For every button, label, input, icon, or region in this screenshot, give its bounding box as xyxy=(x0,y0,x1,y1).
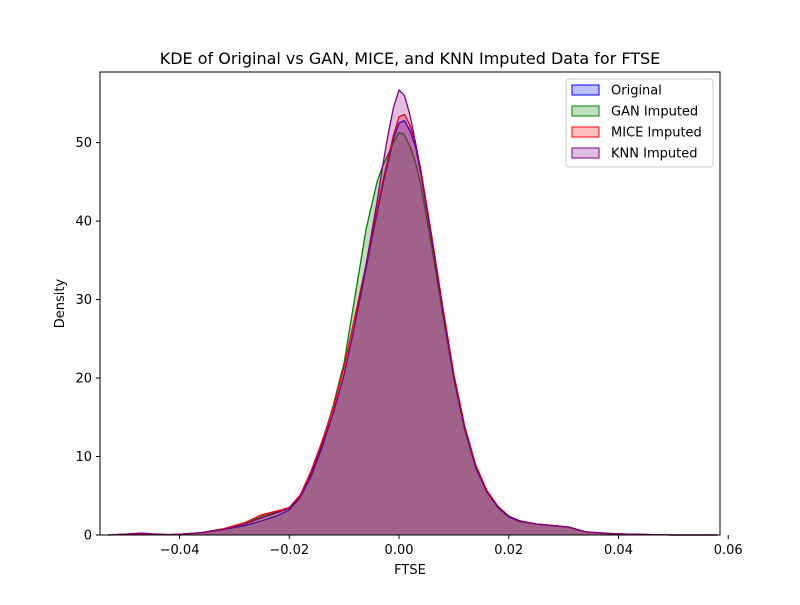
x-tick-label: −0.02 xyxy=(269,543,309,558)
y-tick-label: 0 xyxy=(84,529,92,544)
legend-swatch xyxy=(571,84,600,96)
plot-frame xyxy=(99,71,721,536)
x-tick-label: 0.06 xyxy=(714,543,743,558)
y-tick-label: 50 xyxy=(75,136,92,151)
legend-label: Original xyxy=(611,84,662,99)
series-area-original xyxy=(108,120,718,536)
legend: Original GAN Imputed MICE Imputed KNN Imput… xyxy=(565,78,714,168)
legend-label: MICE Imputed xyxy=(611,126,702,141)
series-area-knn-imputed xyxy=(108,90,718,536)
legend-item: Original xyxy=(571,84,662,99)
x-tick-label: −0.04 xyxy=(160,543,200,558)
series-layer xyxy=(108,89,718,536)
x-axis-label: FTSE xyxy=(394,563,426,578)
x-tick-label: 0.04 xyxy=(604,543,633,558)
legend-label: GAN Imputed xyxy=(611,105,698,120)
series-area-mice-imputed xyxy=(108,114,718,535)
y-tick-label: 20 xyxy=(75,372,92,387)
legend-item: MICE Imputed xyxy=(571,126,702,141)
legend-swatch xyxy=(571,126,600,138)
legend-item: GAN Imputed xyxy=(571,105,698,120)
y-tick-label: 40 xyxy=(75,215,92,230)
legend-swatch xyxy=(571,105,600,117)
legend-swatch xyxy=(571,147,600,159)
y-tick-label: 30 xyxy=(75,293,92,308)
chart-title: KDE of Original vs GAN, MICE, and KNN Im… xyxy=(160,49,661,68)
series-area-gan-imputed xyxy=(108,132,718,535)
legend-label: KNN Imputed xyxy=(611,147,697,162)
x-tick-label: 0.00 xyxy=(385,543,414,558)
y-axis-ticks: 0 10 20 30 40 50 xyxy=(75,136,100,544)
series-line-knn-imputed xyxy=(108,89,718,536)
y-axis-label: Density xyxy=(53,278,68,328)
y-tick-label: 10 xyxy=(75,450,92,465)
legend-item: KNN Imputed xyxy=(571,147,697,162)
x-axis-ticks: −0.04 −0.02 0.00 0.02 0.04 0.06 xyxy=(160,535,743,558)
x-tick-label: 0.02 xyxy=(494,543,523,558)
legend-box xyxy=(565,78,714,168)
